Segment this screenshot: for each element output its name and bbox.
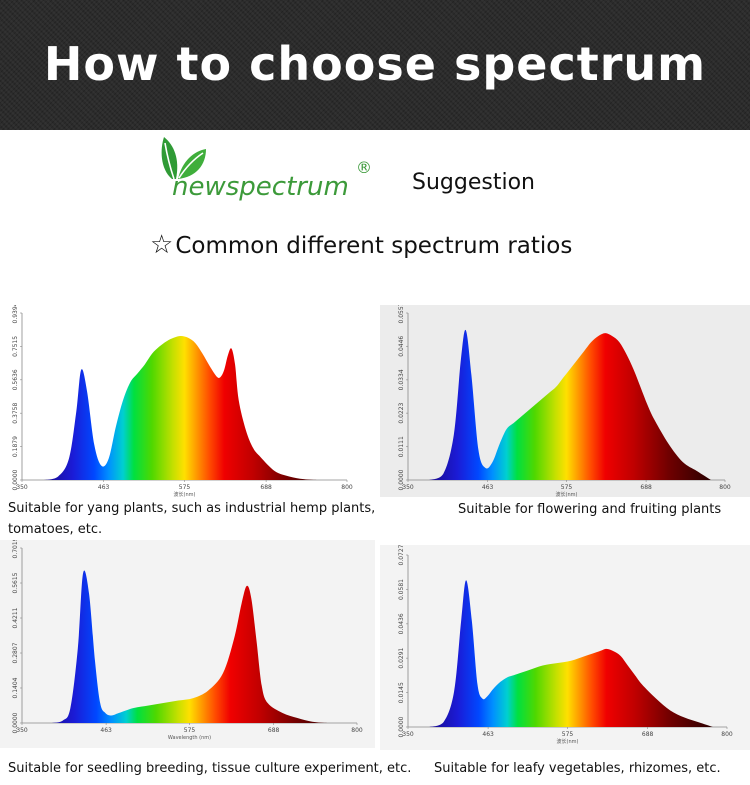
y-tick-label: 0.0000	[398, 469, 405, 490]
chart-caption-4: Suitable for leafy vegetables, rhizomes,…	[434, 761, 721, 776]
y-tick-label: 0.0727	[398, 545, 405, 566]
header-banner: How to choose spectrum	[0, 0, 750, 130]
x-tick-label: 800	[351, 727, 363, 734]
chart-panel-2: 0.0000 0.0111 0.0223 0.0334 0.0446 0.0557 350 4…	[380, 305, 750, 497]
x-tick-label: 688	[640, 484, 652, 491]
x-tick-label: 463	[482, 484, 494, 491]
spectrum-area	[429, 329, 711, 480]
x-tick-label: 350	[16, 484, 28, 491]
spectrum-area	[43, 336, 319, 480]
x-tick-label: 463	[482, 731, 494, 738]
y-tick-label: 0.0436	[398, 613, 405, 634]
x-axis-label: Wavelength (nm)	[168, 735, 211, 741]
y-tick-label: 0.2807	[12, 642, 19, 663]
spectrum-area	[429, 580, 713, 727]
x-tick-label: 350	[402, 484, 414, 491]
y-tick-label: 0.1879	[12, 436, 19, 457]
y-tick-label: 0.0111	[398, 436, 405, 457]
page-title: How to choose spectrum	[43, 37, 707, 91]
spectrum-chart-3: 0.0000 0.1404 0.2807 0.4211 0.5615 0.7019 350 4…	[0, 540, 375, 748]
leaf-icon	[161, 137, 206, 180]
spectrum-chart-1: 0.0000 0.1879 0.3758 0.5636 0.7515 0.9394 350 4…	[0, 305, 375, 497]
spectrum-chart-2: 0.0000 0.0111 0.0223 0.0334 0.0446 0.0557 350 4…	[380, 305, 750, 497]
chart-panel-1: 0.0000 0.1879 0.3758 0.5636 0.7515 0.9394 350 4…	[0, 305, 375, 497]
x-tick-label: 688	[260, 484, 272, 491]
y-tick-label: 0.0000	[398, 716, 405, 737]
y-tick-label: 0.7515	[12, 336, 19, 357]
x-tick-label: 688	[642, 731, 654, 738]
y-tick-label: 0.0581	[398, 579, 405, 600]
x-tick-label: 575	[184, 727, 196, 734]
suggestion-label: Suggestion	[412, 170, 535, 195]
x-axis-label: 波长(nm)	[174, 491, 196, 497]
y-tick-label: 0.5636	[12, 369, 19, 390]
spectrum-chart-4: 0.0000 0.0145 0.0291 0.0436 0.0581 0.0727 350 4…	[380, 545, 750, 750]
y-tick-label: 0.0334	[398, 369, 405, 390]
x-tick-label: 463	[98, 484, 110, 491]
y-tick-label: 0.0446	[398, 336, 405, 357]
x-tick-label: 800	[341, 484, 353, 491]
y-tick-label: 0.0000	[12, 469, 19, 490]
y-tick-label: 0.0557	[398, 305, 405, 324]
y-tick-label: 0.0145	[398, 682, 405, 703]
chart-panel-3: 0.0000 0.1404 0.2807 0.4211 0.5615 0.7019 350 4…	[0, 540, 375, 748]
x-tick-label: 463	[100, 727, 112, 734]
registered-mark: ®	[356, 158, 372, 177]
chart-caption-2: Suitable for flowering and fruiting plan…	[458, 502, 722, 517]
brand-logo: newspectrum ®	[161, 137, 372, 202]
x-tick-label: 800	[721, 731, 733, 738]
chart-caption-1: Suitable for yang plants, such as indust…	[8, 501, 376, 537]
y-tick-label: 0.4211	[12, 607, 19, 628]
x-tick-label: 575	[179, 484, 191, 491]
x-tick-label: 800	[719, 484, 731, 491]
y-tick-label: 0.0223	[398, 402, 405, 423]
x-tick-label: 350	[402, 731, 414, 738]
x-axis-label: 波长(nm)	[557, 738, 579, 745]
y-tick-label: 0.5615	[12, 572, 19, 593]
spectrum-area	[51, 570, 328, 723]
star-icon: ☆	[150, 230, 174, 260]
x-tick-label: 575	[561, 484, 573, 491]
x-axis-label: 波长(nm)	[556, 491, 578, 497]
y-tick-label: 0.0291	[398, 647, 405, 668]
chart-panel-4: 0.0000 0.0145 0.0291 0.0436 0.0581 0.0727 350 4…	[380, 545, 750, 750]
section-subtitle: ☆Common different spectrum ratios	[150, 230, 572, 260]
y-tick-label: 0.7019	[12, 540, 19, 559]
x-tick-label: 575	[562, 731, 574, 738]
subtitle-text: Common different spectrum ratios	[175, 233, 573, 259]
x-tick-label: 688	[268, 727, 280, 734]
y-tick-label: 0.0000	[12, 712, 19, 733]
x-tick-label: 350	[16, 727, 28, 734]
y-tick-label: 0.9394	[12, 305, 19, 324]
y-tick-label: 0.1404	[12, 677, 19, 698]
chart-caption-3: Suitable for seedling breeding, tissue c…	[8, 761, 412, 776]
logo-wordmark: newspectrum	[172, 172, 349, 202]
y-tick-label: 0.3758	[12, 403, 19, 424]
